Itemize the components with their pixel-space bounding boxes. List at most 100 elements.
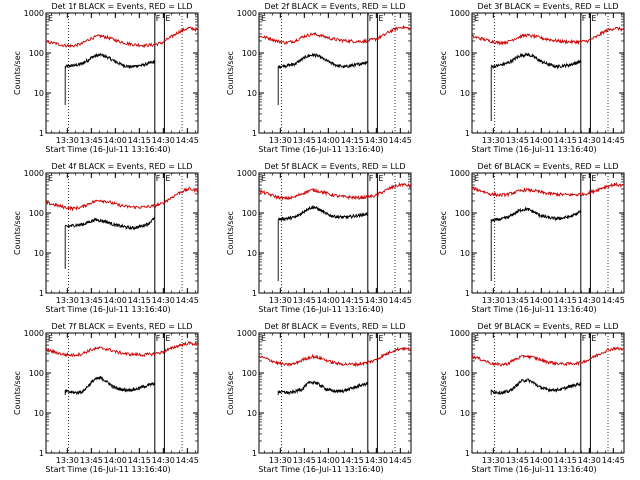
x-tick-label: 13:45: [80, 136, 103, 145]
y-tick-label: 10: [34, 249, 44, 258]
x-tick-label: 14:30: [152, 296, 175, 305]
chart-title: Det 4f BLACK = Events, RED = LLD: [51, 162, 192, 171]
y-tick-label: 1: [39, 449, 44, 458]
lld-series-line: [45, 26, 198, 49]
flag-label: E: [165, 14, 170, 23]
x-axis-label: Start Time (16-Jul-11 13:16:40): [471, 305, 596, 314]
flag-label: E: [474, 174, 479, 183]
x-tick-label: 14:15: [554, 456, 577, 465]
flag-label: E: [474, 14, 479, 23]
x-tick-label: 14:30: [365, 456, 388, 465]
y-tick-label: 10: [34, 409, 44, 418]
events-series-line: [64, 52, 156, 105]
lld-series-line: [258, 181, 412, 201]
y-tick-label: 100: [29, 369, 44, 378]
y-tick-label: 100: [242, 49, 257, 58]
y-tick-label: 10: [460, 249, 470, 258]
x-tick-label: 13:30: [482, 296, 505, 305]
x-tick-label: 13:30: [269, 136, 292, 145]
y-tick-label: 100: [29, 49, 44, 58]
x-axis-label: Start Time (16-Jul-11 13:16:40): [45, 465, 170, 474]
x-tick-label: 13:45: [80, 296, 103, 305]
x-tick-label: 14:45: [602, 456, 625, 465]
flag-label: E: [48, 334, 53, 343]
events-series-line: [490, 206, 582, 281]
plot-frame: [258, 332, 412, 454]
chart-title: Det 7f BLACK = Events, RED = LLD: [51, 322, 192, 331]
y-tick-label: 1000: [237, 169, 257, 178]
y-tick-label: 1: [252, 449, 257, 458]
lld-series-line: [258, 346, 412, 368]
panel-det-3: Det 3f BLACK = Events, RED = LLD 1 10 100 10…: [439, 2, 625, 154]
plot-frame: [45, 172, 199, 294]
x-tick-label: 14:30: [365, 296, 388, 305]
y-axis-label: Counts/sec: [13, 51, 22, 95]
x-axis-label: Start Time (16-Jul-11 13:16:40): [471, 145, 596, 154]
flag-label: E: [474, 334, 479, 343]
x-tick-label: 14:45: [389, 456, 412, 465]
plot-frame: [471, 332, 625, 454]
y-tick-label: 1000: [450, 169, 470, 178]
x-tick-label: 14:30: [578, 136, 601, 145]
y-axis-label: Counts/sec: [439, 211, 448, 255]
chart-title: Det 3f BLACK = Events, RED = LLD: [477, 2, 618, 11]
flag-label: F: [582, 334, 587, 343]
y-tick-label: 1000: [237, 9, 257, 18]
x-tick-label: 14:00: [317, 456, 340, 465]
y-tick-label: 10: [34, 89, 44, 98]
chart-title: Det 8f BLACK = Events, RED = LLD: [264, 322, 405, 331]
x-tick-label: 14:00: [317, 136, 340, 145]
x-tick-label: 14:15: [128, 456, 151, 465]
x-tick-label: 14:00: [104, 136, 127, 145]
y-tick-label: 1000: [24, 9, 44, 18]
x-tick-label: 13:30: [269, 296, 292, 305]
plot-frame: [258, 172, 412, 294]
flag-label: E: [378, 174, 383, 183]
x-tick-label: 14:45: [602, 136, 625, 145]
events-series-line: [277, 380, 369, 396]
lld-series-line: [471, 26, 625, 46]
x-tick-label: 14:15: [341, 296, 364, 305]
y-axis-label: Counts/sec: [226, 211, 235, 255]
x-tick-label: 14:30: [578, 296, 601, 305]
x-tick-label: 14:00: [530, 456, 553, 465]
flag-label: F: [582, 174, 587, 183]
x-tick-label: 14:15: [554, 136, 577, 145]
plot-frame: [471, 12, 625, 134]
x-tick-label: 14:30: [152, 456, 175, 465]
flag-label: E: [48, 174, 53, 183]
y-tick-label: 1: [39, 289, 44, 298]
lld-series-line: [258, 25, 412, 45]
x-tick-label: 14:45: [389, 296, 412, 305]
events-series-line: [64, 375, 156, 396]
x-tick-label: 14:15: [341, 136, 364, 145]
flag-label: E: [591, 174, 596, 183]
x-axis-label: Start Time (16-Jul-11 13:16:40): [45, 305, 170, 314]
x-tick-label: 14:15: [554, 296, 577, 305]
x-tick-label: 13:30: [482, 456, 505, 465]
y-tick-label: 10: [247, 409, 257, 418]
x-tick-label: 13:30: [56, 456, 79, 465]
x-axis-label: Start Time (16-Jul-11 13:16:40): [258, 465, 383, 474]
flag-label: E: [378, 334, 383, 343]
flag-label: E: [261, 334, 266, 343]
x-tick-label: 14:15: [128, 136, 151, 145]
events-series-line: [64, 216, 156, 269]
x-tick-label: 13:45: [80, 456, 103, 465]
y-axis-label: Counts/sec: [13, 371, 22, 415]
x-tick-label: 14:15: [128, 296, 151, 305]
flag-label: E: [261, 14, 266, 23]
x-tick-label: 14:00: [530, 296, 553, 305]
y-tick-label: 100: [455, 369, 470, 378]
x-tick-label: 13:30: [269, 456, 292, 465]
panel-det-1: Det 1f BLACK = Events, RED = LLD 1 10 100 10…: [13, 2, 199, 154]
events-series-line: [277, 204, 369, 281]
chart-title: Det 9f BLACK = Events, RED = LLD: [477, 322, 618, 331]
flag-label: F: [369, 334, 374, 343]
flag-label: F: [582, 14, 587, 23]
x-tick-label: 14:30: [578, 456, 601, 465]
x-tick-label: 13:45: [506, 456, 529, 465]
chart-title: Det 5f BLACK = Events, RED = LLD: [264, 162, 405, 171]
x-tick-label: 13:45: [293, 136, 316, 145]
y-tick-label: 1000: [450, 329, 470, 338]
